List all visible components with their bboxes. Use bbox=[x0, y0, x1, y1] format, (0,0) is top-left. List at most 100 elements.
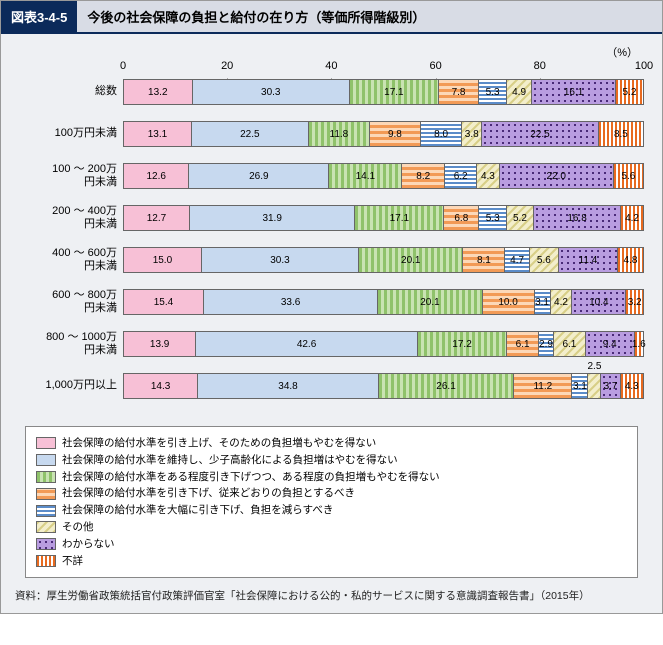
legend-label: 社会保障の給付水準を大幅に引き下げ、負担を減らすべき bbox=[62, 502, 333, 519]
bar-segment: 4.7 bbox=[505, 248, 529, 272]
axis-tick: 40 bbox=[325, 60, 337, 72]
legend: 社会保障の給付水準を引き上げ、そのための負担増もやむを得ない社会保障の給付水準を… bbox=[25, 426, 638, 578]
bar-segment: 6.8 bbox=[444, 206, 479, 230]
bar-segment: 13.9 bbox=[124, 332, 196, 356]
legend-swatch bbox=[36, 521, 56, 533]
bar-segment: 11.4 bbox=[559, 248, 618, 272]
legend-label: 不詳 bbox=[62, 553, 83, 570]
legend-label: その他 bbox=[62, 519, 94, 536]
bar-segment: 7.8 bbox=[439, 80, 480, 104]
bar-segment: 6.1 bbox=[507, 332, 539, 356]
bar-segment: 22.5 bbox=[482, 122, 599, 146]
bar-segment: 15.0 bbox=[124, 248, 202, 272]
row-label: 400 ～ 600万 円未満 bbox=[19, 247, 123, 273]
row-label: 200 ～ 400万 円未満 bbox=[19, 205, 123, 231]
legend-label: わからない bbox=[62, 536, 115, 553]
legend-swatch bbox=[36, 437, 56, 449]
bar-segment: 3.1 bbox=[535, 290, 551, 314]
legend-label: 社会保障の給付水準をある程度引き下げつつ、ある程度の負担増もやむを得ない bbox=[62, 469, 440, 486]
bar-segment: 15.4 bbox=[124, 290, 204, 314]
bar-segment: 5.3 bbox=[479, 206, 507, 230]
bar-segment: 17.1 bbox=[355, 206, 444, 230]
legend-item: その他 bbox=[36, 519, 627, 536]
chart-area: （%） 020406080100 総数13.230.317.17.85.34.9… bbox=[1, 34, 662, 420]
source-citation: 資料：厚生労働省政策統括官付政策評価官室「社会保障における公的・私的サービスに関… bbox=[1, 588, 662, 613]
bar-segment: 31.9 bbox=[190, 206, 356, 230]
bar-segment: 4.2 bbox=[551, 290, 573, 314]
bar-segment: 30.3 bbox=[193, 80, 350, 104]
legend-item: 社会保障の給付水準を引き下げ、従来どおりの負担とするべき bbox=[36, 485, 627, 502]
chart-row: 総数13.230.317.17.85.34.916.15.2 bbox=[19, 78, 644, 106]
bar-segment: 12.6 bbox=[124, 164, 189, 188]
legend-swatch bbox=[36, 471, 56, 483]
chart-row: 200 ～ 400万 円未満12.731.917.16.85.35.216.84… bbox=[19, 204, 644, 232]
value-annotation: 2.5 bbox=[588, 361, 602, 372]
bar-segment: 17.1 bbox=[350, 80, 439, 104]
row-label: 100万円未満 bbox=[19, 127, 123, 140]
axis-tick: 80 bbox=[534, 60, 546, 72]
legend-swatch bbox=[36, 555, 56, 567]
bar-segment: 2.5 bbox=[588, 374, 601, 398]
stacked-bar: 15.433.620.110.03.14.210.43.2 bbox=[123, 289, 644, 315]
bar-segment: 22.5 bbox=[192, 122, 309, 146]
bar-segment: 4.3 bbox=[477, 164, 499, 188]
bars-container: 総数13.230.317.17.85.34.916.15.2100万円未満13.… bbox=[19, 78, 644, 400]
legend-swatch bbox=[36, 454, 56, 466]
legend-item: 社会保障の給付水準をある程度引き下げつつ、ある程度の負担増もやむを得ない bbox=[36, 469, 627, 486]
bar-segment: 4.9 bbox=[507, 80, 532, 104]
bar-segment: 5.6 bbox=[614, 164, 643, 188]
bar-segment: 4.3 bbox=[621, 374, 643, 398]
bar-segment: 8.1 bbox=[463, 248, 505, 272]
bar-segment: 10.0 bbox=[483, 290, 535, 314]
bar-segment: 8.5 bbox=[599, 122, 643, 146]
figure-number: 図表3-4-5 bbox=[1, 1, 77, 32]
stacked-bar: 13.230.317.17.85.34.916.15.2 bbox=[123, 79, 644, 105]
bar-segment: 42.6 bbox=[196, 332, 418, 356]
legend-label: 社会保障の給付水準を維持し、少子高齢化による負担増はやむを得ない bbox=[62, 452, 398, 469]
legend-item: 社会保障の給付水準を大幅に引き下げ、負担を減らすべき bbox=[36, 502, 627, 519]
bar-segment: 11.8 bbox=[309, 122, 370, 146]
axis-tick: 60 bbox=[429, 60, 441, 72]
figure-title: 今後の社会保障の負担と給付の在り方（等価所得階級別） bbox=[77, 1, 662, 32]
legend-label: 社会保障の給付水準を引き下げ、従来どおりの負担とするべき bbox=[62, 485, 355, 502]
bar-segment: 33.6 bbox=[204, 290, 378, 314]
axis-tick: 20 bbox=[221, 60, 233, 72]
legend-item: 不詳 bbox=[36, 553, 627, 570]
legend-swatch bbox=[36, 538, 56, 550]
bar-segment: 3.7 bbox=[601, 374, 620, 398]
bar-segment: 4.2 bbox=[621, 206, 643, 230]
bar-segment: 3.8 bbox=[462, 122, 482, 146]
legend-label: 社会保障の給付水準を引き上げ、そのための負担増もやむを得ない bbox=[62, 435, 376, 452]
legend-swatch bbox=[36, 488, 56, 500]
bar-segment: 26.1 bbox=[379, 374, 514, 398]
bar-segment: 26.9 bbox=[189, 164, 329, 188]
stacked-bar: 14.334.826.111.23.12.53.74.3 bbox=[123, 373, 644, 399]
bar-segment: 30.3 bbox=[202, 248, 359, 272]
legend-item: わからない bbox=[36, 536, 627, 553]
bar-segment: 13.2 bbox=[124, 80, 193, 104]
row-label: 800 ～ 1000万 円未満 bbox=[19, 331, 123, 357]
bar-segment: 14.3 bbox=[124, 374, 198, 398]
bar-segment: 10.4 bbox=[572, 290, 626, 314]
bar-segment: 20.1 bbox=[378, 290, 482, 314]
chart-row: 1,000万円以上14.334.826.111.23.12.53.74.3 bbox=[19, 372, 644, 400]
bar-segment: 22.0 bbox=[500, 164, 614, 188]
bar-segment: 5.2 bbox=[507, 206, 534, 230]
chart-row: 800 ～ 1000万 円未満13.942.617.26.12.96.19.41… bbox=[19, 330, 644, 358]
row-label: 100 ～ 200万 円未満 bbox=[19, 163, 123, 189]
bar-segment: 34.8 bbox=[198, 374, 379, 398]
row-label: 1,000万円以上 bbox=[19, 379, 123, 392]
bar-segment: 3.1 bbox=[572, 374, 588, 398]
axis-tick: 0 bbox=[120, 60, 126, 72]
bar-segment: 5.6 bbox=[530, 248, 559, 272]
bar-segment: 13.1 bbox=[124, 122, 192, 146]
bar-segment: 8.2 bbox=[402, 164, 445, 188]
row-label: 総数 bbox=[19, 85, 123, 98]
bar-segment: 5.2 bbox=[616, 80, 643, 104]
stacked-bar: 15.030.320.18.14.75.611.44.8 bbox=[123, 247, 644, 273]
x-axis: 020406080100 bbox=[19, 60, 644, 78]
figure-header: 図表3-4-5 今後の社会保障の負担と給付の在り方（等価所得階級別） bbox=[1, 1, 662, 34]
bar-segment: 9.8 bbox=[370, 122, 421, 146]
bar-segment: 9.4 bbox=[586, 332, 635, 356]
legend-item: 社会保障の給付水準を引き上げ、そのための負担増もやむを得ない bbox=[36, 435, 627, 452]
